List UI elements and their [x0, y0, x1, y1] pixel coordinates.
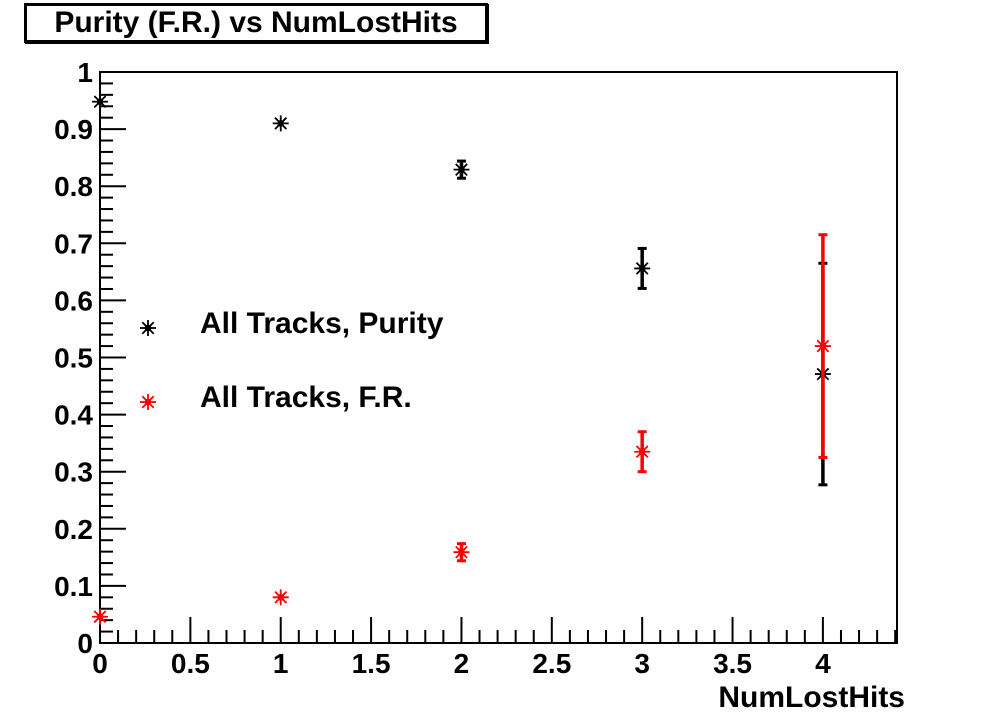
x-tick-label: 1 — [273, 648, 289, 679]
x-tick-label: 2 — [454, 648, 470, 679]
marker-center — [819, 343, 826, 350]
data-point-marker — [814, 338, 831, 355]
data-point-marker — [92, 608, 108, 625]
marker-center — [97, 98, 103, 105]
plot-title-box: Purity (F.R.) vs NumLostHits — [24, 3, 488, 43]
data-point-marker — [92, 93, 108, 110]
y-tick-label: 0.2 — [54, 514, 93, 545]
y-tick-label: 0.8 — [54, 171, 93, 202]
marker-center — [458, 166, 465, 173]
data-point-marker — [272, 589, 289, 606]
x-tick-label: 0.5 — [171, 648, 210, 679]
y-tick-label: 0.9 — [54, 114, 93, 145]
x-tick-label: 3 — [634, 648, 650, 679]
marker-center — [277, 594, 284, 601]
marker-center — [145, 325, 151, 331]
x-tick-label: 4 — [815, 648, 831, 679]
marker-center — [145, 399, 151, 405]
y-tick-label: 1 — [77, 57, 93, 88]
y-tick-label: 0 — [77, 628, 93, 659]
asterisk-marker-icon — [140, 394, 156, 410]
legend-entry-fr: All Tracks, F.R. — [135, 381, 412, 415]
legend-label-fr: All Tracks, F.R. — [200, 381, 412, 414]
x-tick-label: 3.5 — [713, 648, 752, 679]
data-point-marker — [453, 161, 470, 178]
x-tick-label: 2.5 — [532, 648, 571, 679]
marker-center — [639, 448, 646, 455]
y-tick-label: 0.5 — [54, 343, 93, 374]
legend-entry-purity: All Tracks, Purity — [135, 307, 443, 341]
y-tick-label: 0.7 — [54, 228, 93, 259]
marker-center — [277, 120, 284, 127]
x-axis-title: NumLostHits — [718, 681, 905, 714]
marker-center — [639, 265, 646, 272]
asterisk-marker-icon — [140, 320, 156, 336]
data-point-marker — [634, 260, 651, 277]
y-tick-label: 0.4 — [54, 400, 93, 431]
marker-center — [458, 549, 465, 556]
y-tick-label: 0.6 — [54, 285, 93, 316]
data-point-marker — [272, 115, 289, 132]
plot-title: Purity (F.R.) vs NumLostHits — [54, 6, 458, 39]
legend-label-purity: All Tracks, Purity — [200, 307, 444, 340]
data-point-marker — [453, 544, 470, 561]
y-tick-label: 0.1 — [54, 571, 93, 602]
data-point-marker — [634, 443, 651, 460]
x-tick-label: 0 — [92, 648, 108, 679]
y-tick-label: 0.3 — [54, 457, 93, 488]
marker-center — [97, 613, 103, 620]
x-tick-label: 1.5 — [352, 648, 391, 679]
plot-frame — [99, 71, 898, 644]
